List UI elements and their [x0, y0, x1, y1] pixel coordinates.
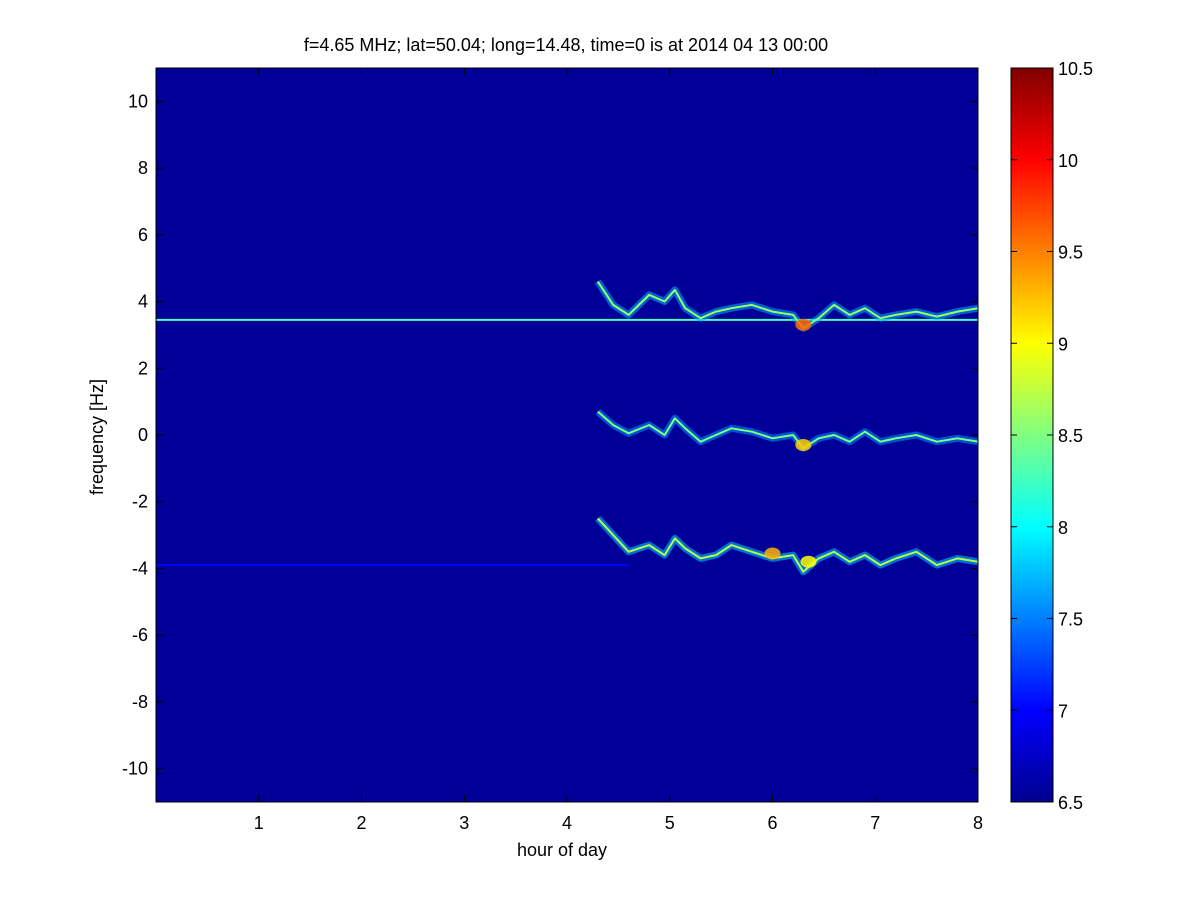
- colorbar-tick-label: 7.5: [1058, 610, 1083, 630]
- y-tick-label: -2: [132, 492, 148, 512]
- x-axis: 1 2 3 4 5 6 7 8: [254, 68, 983, 833]
- x-tick-label: 4: [562, 813, 572, 833]
- heatmap-features: [156, 279, 978, 576]
- x-axis-label: hour of day: [517, 840, 607, 860]
- hotspot-7: [764, 547, 781, 560]
- x-tick-label: 5: [665, 813, 675, 833]
- colorbar-tick-label: 6.5: [1058, 793, 1083, 813]
- x-tick-label: 2: [356, 813, 366, 833]
- x-tick-label: 6: [767, 813, 777, 833]
- colorbar-axis: 10.5 10 9.5 9 8.5 8 7.5 7 6.5: [1011, 59, 1093, 813]
- x-tick-label: 3: [459, 813, 469, 833]
- hotspot-5: [795, 318, 812, 331]
- y-tick-label: -10: [122, 759, 148, 779]
- trace-2: [596, 280, 978, 330]
- colorbar-tick-label: 9.5: [1058, 243, 1083, 263]
- colorbar-tick-label: 8: [1058, 518, 1068, 538]
- colorbar-tick-label: 9: [1058, 334, 1068, 354]
- x-tick-label: 8: [973, 813, 983, 833]
- colorbar: [1010, 67, 1054, 803]
- x-tick-label: 7: [870, 813, 880, 833]
- hotspot-8: [800, 555, 817, 568]
- y-tick-label: 2: [138, 358, 148, 378]
- y-axis: 10 8 6 4 2 0 -2 -4 -6 -8 -10: [122, 91, 978, 779]
- y-axis-label: frequency [Hz]: [87, 379, 107, 495]
- y-tick-label: 8: [138, 158, 148, 178]
- y-tick-label: -6: [132, 625, 148, 645]
- x-tick-label: 1: [254, 813, 264, 833]
- chart-title: f=4.65 MHz; lat=50.04; long=14.48, time=…: [304, 35, 828, 55]
- colorbar-tick-label: 7: [1058, 701, 1068, 721]
- y-tick-label: -8: [132, 692, 148, 712]
- hotspot-6: [795, 439, 812, 452]
- y-tick-label: 10: [128, 91, 148, 111]
- y-tick-label: -4: [132, 558, 148, 578]
- colorbar-tick-label: 10: [1058, 151, 1078, 171]
- trace-3: [597, 410, 978, 450]
- y-tick-label: 4: [138, 292, 148, 312]
- y-tick-label: 0: [138, 425, 148, 445]
- y-tick-label: 6: [138, 225, 148, 245]
- trace-4: [597, 517, 978, 573]
- colorbar-tick-label: 10.5: [1058, 59, 1093, 79]
- colorbar-tick-label: 8.5: [1058, 426, 1083, 446]
